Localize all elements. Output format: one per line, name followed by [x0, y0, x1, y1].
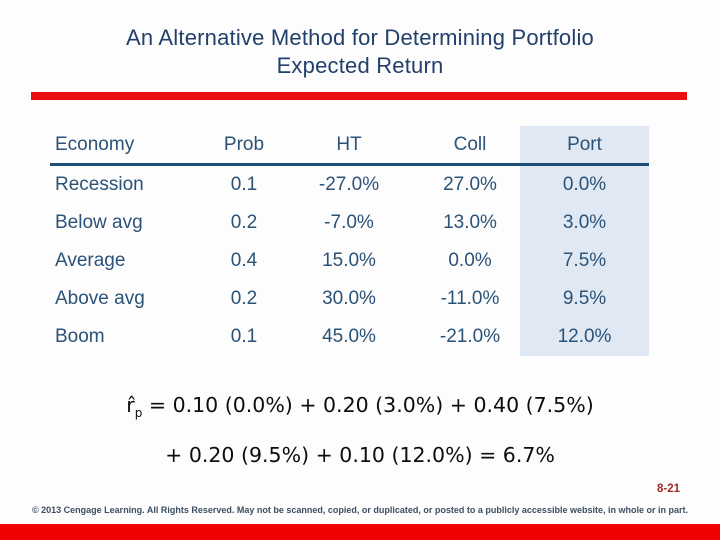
bottom-red-bar	[0, 524, 720, 540]
cell-port: 9.5%	[520, 280, 649, 318]
slide-title: An Alternative Method for Determining Po…	[30, 24, 690, 80]
cell-economy: Above avg	[55, 288, 145, 309]
cell-prob: 0.1	[230, 174, 258, 195]
column-header-prob: Prob	[223, 133, 265, 155]
column-header-coll: Coll	[453, 133, 487, 155]
table-row-recession: Recession 0.1 -27.0% 27.0% 0.0%	[50, 166, 649, 204]
copyright-notice: © 2013 Cengage Learning. All Rights Rese…	[32, 505, 688, 515]
cell-coll: -11.0%	[440, 288, 500, 309]
column-header-port: Port	[520, 126, 649, 163]
returns-table: Economy Prob HT Coll Port Recession 0.1 …	[50, 126, 649, 356]
header-underline-rule	[50, 163, 649, 166]
cell-port: 3.0%	[520, 204, 649, 242]
cell-prob: 0.2	[230, 288, 258, 309]
column-header-ht: HT	[336, 133, 362, 155]
cell-ht: 30.0%	[322, 288, 376, 309]
cell-prob: 0.2	[230, 212, 258, 233]
slide-page-number: 8-21	[656, 483, 680, 495]
slide-title-line1: An Alternative Method for Determining Po…	[126, 25, 594, 50]
table-row-boom: Boom 0.1 45.0% -21.0% 12.0%	[50, 318, 649, 356]
cell-ht: -7.0%	[324, 212, 374, 233]
formula-line1-rhs: = 0.10 (0.0%) + 0.20 (3.0%) + 0.40 (7.5%…	[142, 393, 594, 417]
slide-title-line2: Expected Return	[276, 53, 444, 78]
cell-prob: 0.1	[230, 326, 258, 347]
cell-ht: 45.0%	[322, 326, 376, 347]
title-divider-red-bar	[31, 92, 687, 100]
cell-economy: Recession	[55, 174, 144, 195]
formula-line2: + 0.20 (9.5%) + 0.10 (12.0%) = 6.7%	[165, 443, 555, 468]
cell-ht: 15.0%	[322, 250, 376, 271]
table-row-below-avg: Below avg 0.2 -7.0% 13.0% 3.0%	[50, 204, 649, 242]
cell-coll: 27.0%	[443, 174, 497, 195]
cell-port: 0.0%	[520, 166, 649, 204]
table-row-above-avg: Above avg 0.2 30.0% -11.0% 9.5%	[50, 280, 649, 318]
cell-ht: -27.0%	[318, 174, 380, 195]
cell-prob: 0.4	[230, 250, 258, 271]
cell-port: 12.0%	[520, 318, 649, 356]
portfolio-return-formula: r̂p = 0.10 (0.0%) + 0.20 (3.0%) + 0.40 (…	[100, 384, 620, 476]
formula-line1: r̂p = 0.10 (0.0%) + 0.20 (3.0%) + 0.40 (…	[100, 384, 620, 434]
cell-port: 7.5%	[520, 242, 649, 280]
cell-coll: 13.0%	[443, 212, 497, 233]
column-header-economy: Economy	[55, 133, 135, 155]
r-hat-symbol: r̂	[126, 393, 135, 417]
cell-coll: -21.0%	[439, 326, 501, 347]
cell-economy: Boom	[55, 326, 105, 347]
cell-coll: 0.0%	[448, 250, 492, 271]
table-header-row: Economy Prob HT Coll Port	[50, 126, 649, 163]
table-row-average: Average 0.4 15.0% 0.0% 7.5%	[50, 242, 649, 280]
formula-subscript: p	[134, 406, 143, 421]
cell-economy: Below avg	[55, 212, 143, 233]
cell-economy: Average	[55, 250, 126, 271]
